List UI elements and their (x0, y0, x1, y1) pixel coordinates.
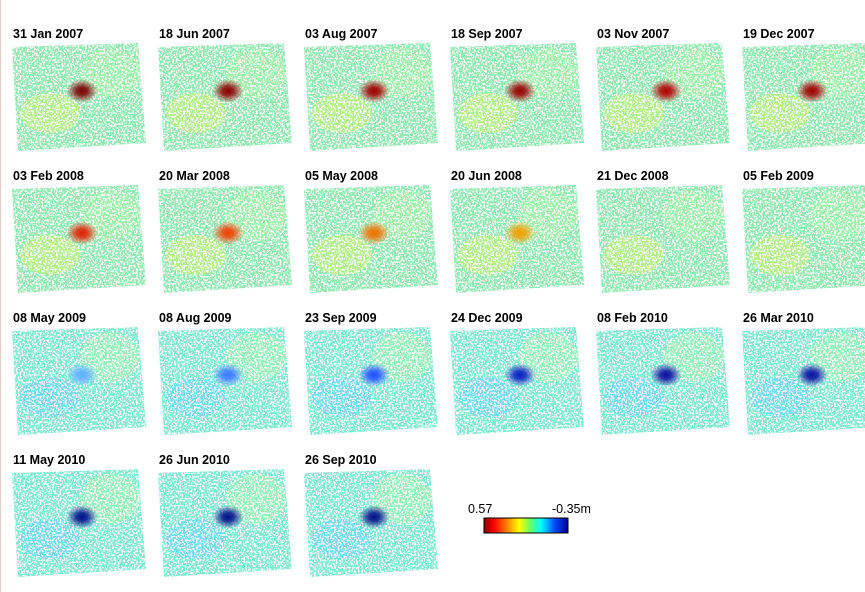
panel-label: 08 Aug 2009 (159, 311, 232, 325)
map-panel: 03 Aug 2007 (304, 27, 438, 151)
map-panel: 31 Jan 2007 (12, 27, 146, 151)
panel-label: 31 Jan 2007 (13, 27, 83, 41)
map-panel: 08 May 2009 (12, 311, 146, 435)
deformation-hotspot (650, 79, 682, 103)
panel-label: 24 Dec 2009 (451, 311, 523, 325)
panel-label: 26 Jun 2010 (159, 453, 230, 467)
deformation-hotspot (66, 505, 98, 529)
deformation-hotspot (212, 221, 244, 245)
map-panel: 08 Aug 2009 (158, 311, 292, 435)
panel-label: 23 Sep 2009 (305, 311, 377, 325)
panel-label: 03 Feb 2008 (13, 169, 84, 183)
panel-label: 19 Dec 2007 (743, 27, 815, 41)
map-panel: 08 Feb 2010 (596, 311, 730, 435)
map-tint (664, 190, 724, 240)
panel-label: 03 Aug 2007 (305, 27, 378, 41)
colorbar-right-label: -0.35m (552, 502, 591, 516)
deformation-hotspot (212, 363, 244, 387)
deformation-hotspot (796, 363, 828, 387)
deformation-hotspot (358, 363, 390, 387)
map-panel: 11 May 2010 (12, 453, 146, 577)
map-panel: 20 Mar 2008 (158, 169, 292, 293)
map-panel: 20 Jun 2008 (450, 169, 584, 293)
map-image (742, 185, 865, 293)
deformation-hotspot (66, 221, 98, 245)
deformation-hotspot (504, 221, 536, 245)
panel-grid: 31 Jan 2007 18 Jun 2007 03 Aug 2007 18 Sep … (12, 27, 865, 577)
map-panel: 03 Feb 2008 (12, 169, 146, 293)
figure: 31 Jan 2007 18 Jun 2007 03 Aug 2007 18 Sep … (0, 0, 865, 592)
colorbar-left-label: 0.57 (468, 502, 492, 516)
panel-label: 21 Dec 2008 (597, 169, 669, 183)
map-panel: 26 Jun 2010 (158, 453, 292, 577)
deformation-hotspot (358, 79, 390, 103)
deformation-hotspot (650, 363, 682, 387)
map-panel: 21 Dec 2008 (596, 169, 730, 293)
map-panel: 05 Feb 2009 (742, 169, 865, 293)
panel-label: 05 Feb 2009 (743, 169, 814, 183)
map-panel: 18 Sep 2007 (450, 27, 584, 151)
panel-label: 08 Feb 2010 (597, 311, 668, 325)
colorbar: 0.57 -0.35m (468, 502, 591, 533)
deformation-hotspot (504, 79, 536, 103)
panel-label: 18 Sep 2007 (451, 27, 523, 41)
map-image (596, 185, 730, 293)
deformation-hotspot (66, 363, 98, 387)
deformation-hotspot (504, 363, 536, 387)
map-panel: 26 Sep 2010 (304, 453, 438, 577)
panel-label: 20 Mar 2008 (159, 169, 230, 183)
map-tint (604, 235, 664, 275)
map-panel: 03 Nov 2007 (596, 27, 730, 151)
panel-label: 20 Jun 2008 (451, 169, 522, 183)
panel-label: 05 May 2008 (305, 169, 378, 183)
panel-label: 03 Nov 2007 (597, 27, 669, 41)
map-tint (750, 235, 810, 275)
panel-label: 26 Sep 2010 (305, 453, 377, 467)
map-panel: 05 May 2008 (304, 169, 438, 293)
panel-label: 11 May 2010 (13, 453, 85, 467)
map-panel: 24 Dec 2009 (450, 311, 584, 435)
deformation-hotspot (66, 79, 98, 103)
panel-label: 08 May 2009 (13, 311, 86, 325)
deformation-hotspot (212, 79, 244, 103)
map-panel: 26 Mar 2010 (742, 311, 865, 435)
colorbar-scale (484, 518, 568, 533)
deformation-hotspot (212, 505, 244, 529)
panel-label: 26 Mar 2010 (743, 311, 814, 325)
deformation-hotspot (358, 505, 390, 529)
map-panel: 23 Sep 2009 (304, 311, 438, 435)
map-panel: 19 Dec 2007 (742, 27, 865, 151)
map-panel: 18 Jun 2007 (158, 27, 292, 151)
deformation-hotspot (796, 79, 828, 103)
panel-label: 18 Jun 2007 (159, 27, 230, 41)
deformation-hotspot (358, 221, 390, 245)
